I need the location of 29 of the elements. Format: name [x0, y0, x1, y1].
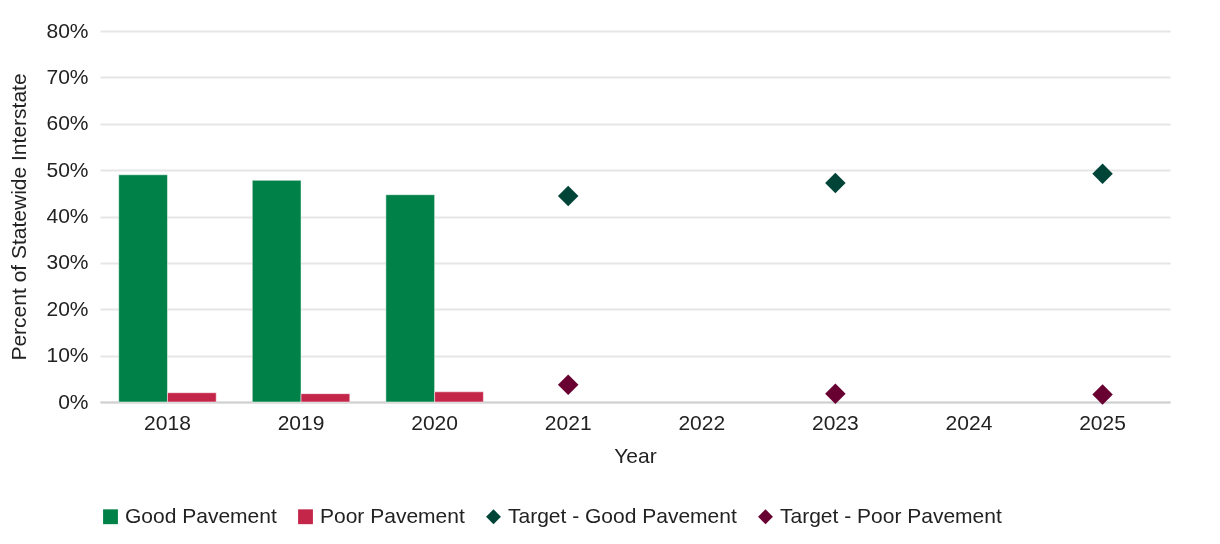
x-tick-label: 2022 — [678, 410, 726, 434]
x-tick-label: 2025 — [1079, 410, 1126, 434]
point — [825, 383, 846, 404]
x-tick-label: 2020 — [411, 410, 458, 434]
x-tick-label: 2021 — [544, 410, 592, 434]
y-axis-title: Percent of Statewide Interstate — [7, 73, 31, 361]
x-axis-title: Year — [614, 443, 657, 467]
y-tick-label: 30% — [46, 250, 89, 274]
y-tick-label: 70% — [46, 64, 89, 88]
legend-label: Target - Poor Pavement — [780, 503, 1002, 527]
point — [825, 172, 846, 194]
x-tick-label: 2024 — [945, 410, 993, 434]
point — [1092, 384, 1113, 405]
point — [557, 374, 579, 396]
point — [557, 185, 579, 207]
y-tick-label: 50% — [46, 157, 89, 181]
legend-label: Poor Pavement — [320, 503, 465, 527]
legend-label: Good Pavement — [125, 503, 277, 527]
x-tick-label: 2023 — [812, 410, 859, 434]
point — [1092, 163, 1113, 185]
y-tick-label: 80% — [46, 18, 89, 42]
x-tick-label: 2018 — [144, 410, 191, 434]
y-tick-label: 40% — [46, 204, 89, 227]
legend-label: Target - Good Pavement — [508, 503, 737, 527]
y-tick-label: 0% — [58, 389, 89, 413]
x-tick-label: 2019 — [277, 410, 325, 434]
y-tick-label: 20% — [46, 296, 89, 320]
y-tick-label: 10% — [46, 343, 89, 367]
y-tick-label: 60% — [46, 111, 89, 135]
